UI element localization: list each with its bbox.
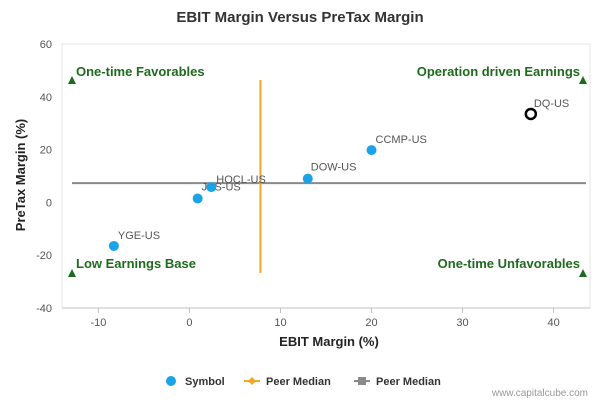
legend-symbol-dot	[166, 376, 176, 386]
x-tick-label: -10	[90, 317, 106, 329]
y-tick-label: 60	[40, 39, 52, 51]
data-point-label: DOW-US	[311, 162, 357, 174]
x-tick-label: 0	[186, 317, 192, 329]
y-tick-label: -40	[36, 303, 52, 315]
y-tick-label: 20	[40, 145, 52, 157]
data-point	[206, 182, 217, 193]
y-tick-label: -20	[36, 250, 52, 262]
data-point-label: DQ-US	[534, 98, 569, 110]
x-axis-ticks: -10 0 10 20 30 40	[90, 308, 560, 329]
legend-label: Symbol	[185, 376, 225, 388]
quadrant-label: Low Earnings Base	[76, 256, 196, 271]
data-point-highlight	[524, 107, 538, 121]
y-tick-label: 0	[46, 197, 52, 209]
quadrant-marker	[68, 76, 76, 84]
credit-text: www.capitalcube.com	[491, 388, 588, 399]
quadrant-label: One-time Favorables	[76, 64, 205, 79]
data-point	[108, 240, 119, 251]
legend: Symbol Peer Median Peer Median	[166, 376, 441, 388]
data-point-label: HOCL-US	[216, 174, 266, 186]
quadrant-label: One-time Unfavorables	[438, 256, 580, 271]
chart-title: EBIT Margin Versus PreTax Margin	[176, 9, 423, 26]
y-axis-ticks: -40 -20 0 20 40 60	[36, 39, 52, 315]
data-point	[302, 173, 313, 184]
data-point	[366, 145, 377, 156]
x-tick-label: 20	[365, 317, 377, 329]
plot-area	[61, 43, 591, 309]
legend-square-marker	[358, 377, 366, 385]
data-point-label: CCMP-US	[376, 134, 427, 146]
x-tick-label: 40	[547, 317, 559, 329]
peer-median-lines	[72, 80, 586, 273]
quadrant-label: Operation driven Earnings	[417, 64, 580, 79]
quadrant-marker	[579, 269, 587, 277]
x-axis-label: EBIT Margin (%)	[279, 334, 379, 349]
quadrant-marker	[68, 269, 76, 277]
quadrant-labels: One-time Favorables Operation driven Earn…	[68, 64, 587, 277]
legend-diamond-marker	[248, 377, 256, 385]
y-tick-label: 40	[40, 92, 52, 104]
legend-label: Peer Median	[266, 376, 331, 388]
legend-label: Peer Median	[376, 376, 441, 388]
quadrant-marker	[579, 76, 587, 84]
data-point-label: YGE-US	[118, 230, 160, 242]
x-tick-label: 30	[456, 317, 468, 329]
x-tick-label: 10	[274, 317, 286, 329]
data-point	[192, 193, 203, 204]
y-axis-label: PreTax Margin (%)	[13, 119, 28, 231]
